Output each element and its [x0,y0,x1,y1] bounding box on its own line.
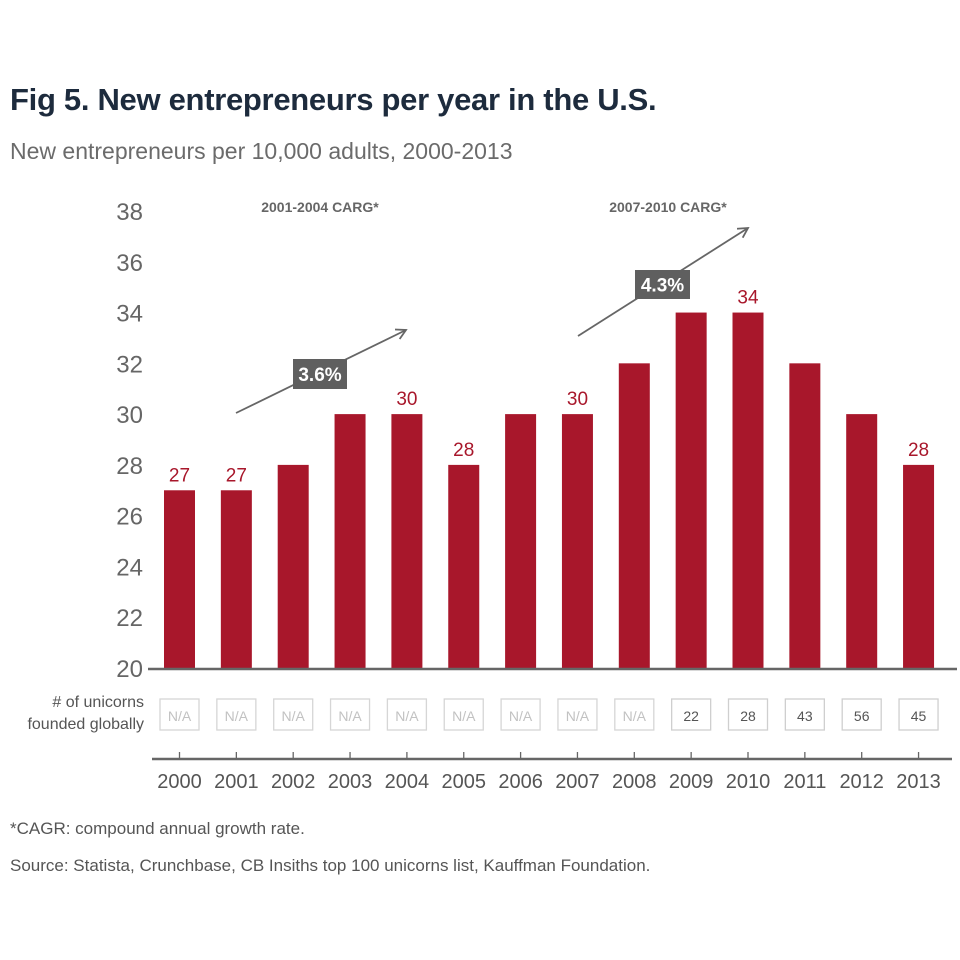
unicorn-count: N/A [168,708,192,724]
chart-subtitle: New entrepreneurs per 10,000 adults, 200… [10,138,513,164]
x-tick-label: 2003 [328,771,373,793]
x-axis: 2000 2001 2002 2003 2004 2005 2006 2007 2008 2009… [152,752,952,793]
source-note: Source: Statista, Crunchbase, CB Insiths… [10,856,651,875]
x-tick-label: 2008 [612,771,657,793]
unicorn-count: N/A [452,708,476,724]
unicorn-count-box [784,698,825,731]
unicorn-count-box [386,698,428,731]
y-tick-label: 38 [116,199,143,226]
unicorn-count-box [500,698,541,731]
y-tick-label: 28 [116,453,143,480]
y-tick-label: 22 [116,605,143,632]
bar [277,464,309,668]
y-axis-ticks: 20 22 24 26 28 30 32 34 36 38 [116,199,143,683]
x-tick-label: 2004 [385,771,430,793]
data-label: 28 [908,440,929,461]
unicorn-count: N/A [338,708,362,724]
unicorn-count: N/A [282,708,306,724]
x-tick-label: 2013 [896,771,941,793]
unicorn-count-box [671,698,712,731]
y-tick-label: 24 [116,554,143,581]
arrow-head-icon [736,226,750,239]
y-tick-label: 34 [116,301,143,328]
unicorn-row-label: founded globally [27,716,144,733]
annotation-heading: 2007-2010 CARG* [609,199,727,215]
x-tick-label: 2001 [214,771,259,793]
footnote: *CAGR: compound annual growth rate. [10,819,305,838]
bar [164,490,195,668]
x-tick-label: 2006 [498,771,543,793]
unicorn-count-box [898,698,939,731]
unicorn-count: N/A [566,708,590,724]
bar [391,414,423,668]
bar [618,363,650,668]
x-tick-label: 2012 [839,771,884,793]
chart-title: Fig 5. New entrepreneurs per year in the… [10,82,657,117]
annotation-value: 3.6% [298,365,341,386]
unicorn-count: 28 [740,708,756,724]
arrow-head-icon [394,328,408,340]
y-tick-label: 26 [116,504,143,531]
bar [789,363,821,668]
unicorn-count: N/A [623,708,647,724]
x-tick-label: 2007 [555,771,600,793]
bar [561,414,593,668]
bar [732,312,764,668]
bar [675,312,707,668]
annotation-badge [635,270,690,299]
unicorn-count-box [841,698,882,731]
annotation-heading: 2001-2004 CARG* [261,199,379,215]
bar [448,464,480,668]
unicorn-row: # of unicorns founded globally N/A N/A N/A N/… [27,694,939,733]
data-label: 28 [453,440,474,461]
annotation-badge [293,359,347,389]
x-tick-label: 2000 [157,771,202,793]
annotation-value: 4.3% [641,276,684,297]
x-tick-label: 2002 [271,771,316,793]
unicorn-count: 45 [911,708,927,724]
bar [505,414,537,668]
x-tick-label: 2009 [669,771,714,793]
unicorn-count: N/A [395,708,419,724]
data-label: 27 [169,465,190,486]
y-tick-label: 20 [116,656,143,683]
unicorn-count: 43 [797,708,813,724]
y-tick-label: 32 [116,351,143,378]
x-tick-label: 2005 [442,771,487,793]
unicorn-count-box [557,698,598,731]
unicorn-count: 56 [854,708,870,724]
x-tick-label: 2011 [783,771,826,793]
y-tick-label: 30 [116,402,143,429]
bar [334,414,366,668]
unicorn-count-box [727,698,769,731]
data-labels: 27 27 30 28 30 34 28 [169,288,929,487]
unicorn-count-box [329,698,371,731]
unicorn-count-box [216,698,257,731]
data-label: 30 [396,389,417,410]
x-tick-label: 2010 [726,771,771,793]
unicorn-count: N/A [509,708,533,724]
data-label: 30 [567,389,588,410]
unicorn-count-box [273,698,314,731]
unicorn-count: 22 [683,708,699,724]
cagr-annotations: 2001-2004 CARG* 3.6% 2007-2010 CARG* 4.3% [235,199,750,414]
data-label: 34 [737,288,759,309]
bar [903,464,935,668]
unicorn-count-box [443,698,484,731]
data-label: 27 [226,465,247,486]
unicorn-row-label: # of unicorns [52,694,144,711]
y-tick-label: 36 [116,250,143,277]
unicorn-count-box [614,698,655,731]
unicorn-count: N/A [225,708,249,724]
unicorn-count-box [159,698,200,731]
bar [220,490,252,668]
bars [164,312,935,668]
bar [846,414,878,668]
